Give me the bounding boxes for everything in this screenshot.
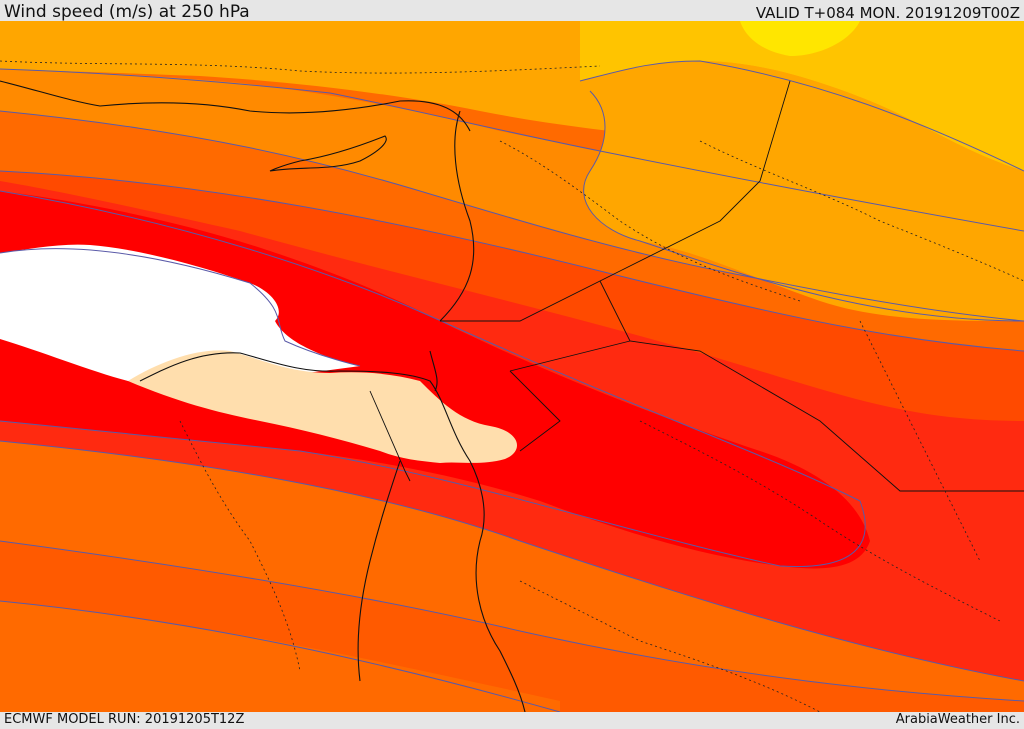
valid-time-label: VALID T+084 MON. 20191209T00Z	[755, 4, 1020, 22]
band-north-3	[0, 111, 1024, 351]
band-north-5	[740, 21, 860, 56]
model-run-label: ECMWF MODEL RUN: 20191205T12Z	[4, 712, 245, 727]
band-white-max	[0, 244, 360, 381]
coastlines	[0, 80, 526, 712]
contour-lines	[0, 60, 1024, 712]
band-north-4	[580, 21, 1024, 171]
band-tan	[128, 350, 517, 463]
chart-title: Wind speed (m/s) at 250 hPa	[4, 2, 250, 22]
borders	[369, 80, 1024, 492]
credit-label: ArabiaWeather Inc.	[895, 712, 1020, 727]
band-lowest	[0, 601, 560, 712]
internal-boundaries	[0, 60, 1024, 712]
wind-speed-map	[0, 21, 1024, 712]
